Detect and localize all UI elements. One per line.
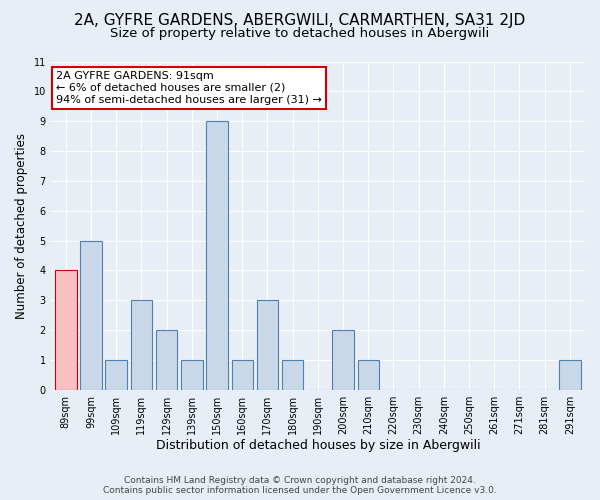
Bar [232,360,253,390]
Bar [206,121,228,390]
Bar [131,300,152,390]
Bar [156,330,178,390]
Bar [257,300,278,390]
Bar [181,360,203,390]
Bar [559,360,581,390]
Bar [55,270,77,390]
Bar [358,360,379,390]
Text: Contains HM Land Registry data © Crown copyright and database right 2024.
Contai: Contains HM Land Registry data © Crown c… [103,476,497,495]
Bar [106,360,127,390]
Bar [80,240,102,390]
Y-axis label: Number of detached properties: Number of detached properties [15,132,28,318]
Text: 2A GYFRE GARDENS: 91sqm
← 6% of detached houses are smaller (2)
94% of semi-deta: 2A GYFRE GARDENS: 91sqm ← 6% of detached… [56,72,322,104]
Text: 2A, GYFRE GARDENS, ABERGWILI, CARMARTHEN, SA31 2JD: 2A, GYFRE GARDENS, ABERGWILI, CARMARTHEN… [74,12,526,28]
Bar [332,330,354,390]
Bar [282,360,304,390]
X-axis label: Distribution of detached houses by size in Abergwili: Distribution of detached houses by size … [155,440,480,452]
Text: Size of property relative to detached houses in Abergwili: Size of property relative to detached ho… [110,28,490,40]
